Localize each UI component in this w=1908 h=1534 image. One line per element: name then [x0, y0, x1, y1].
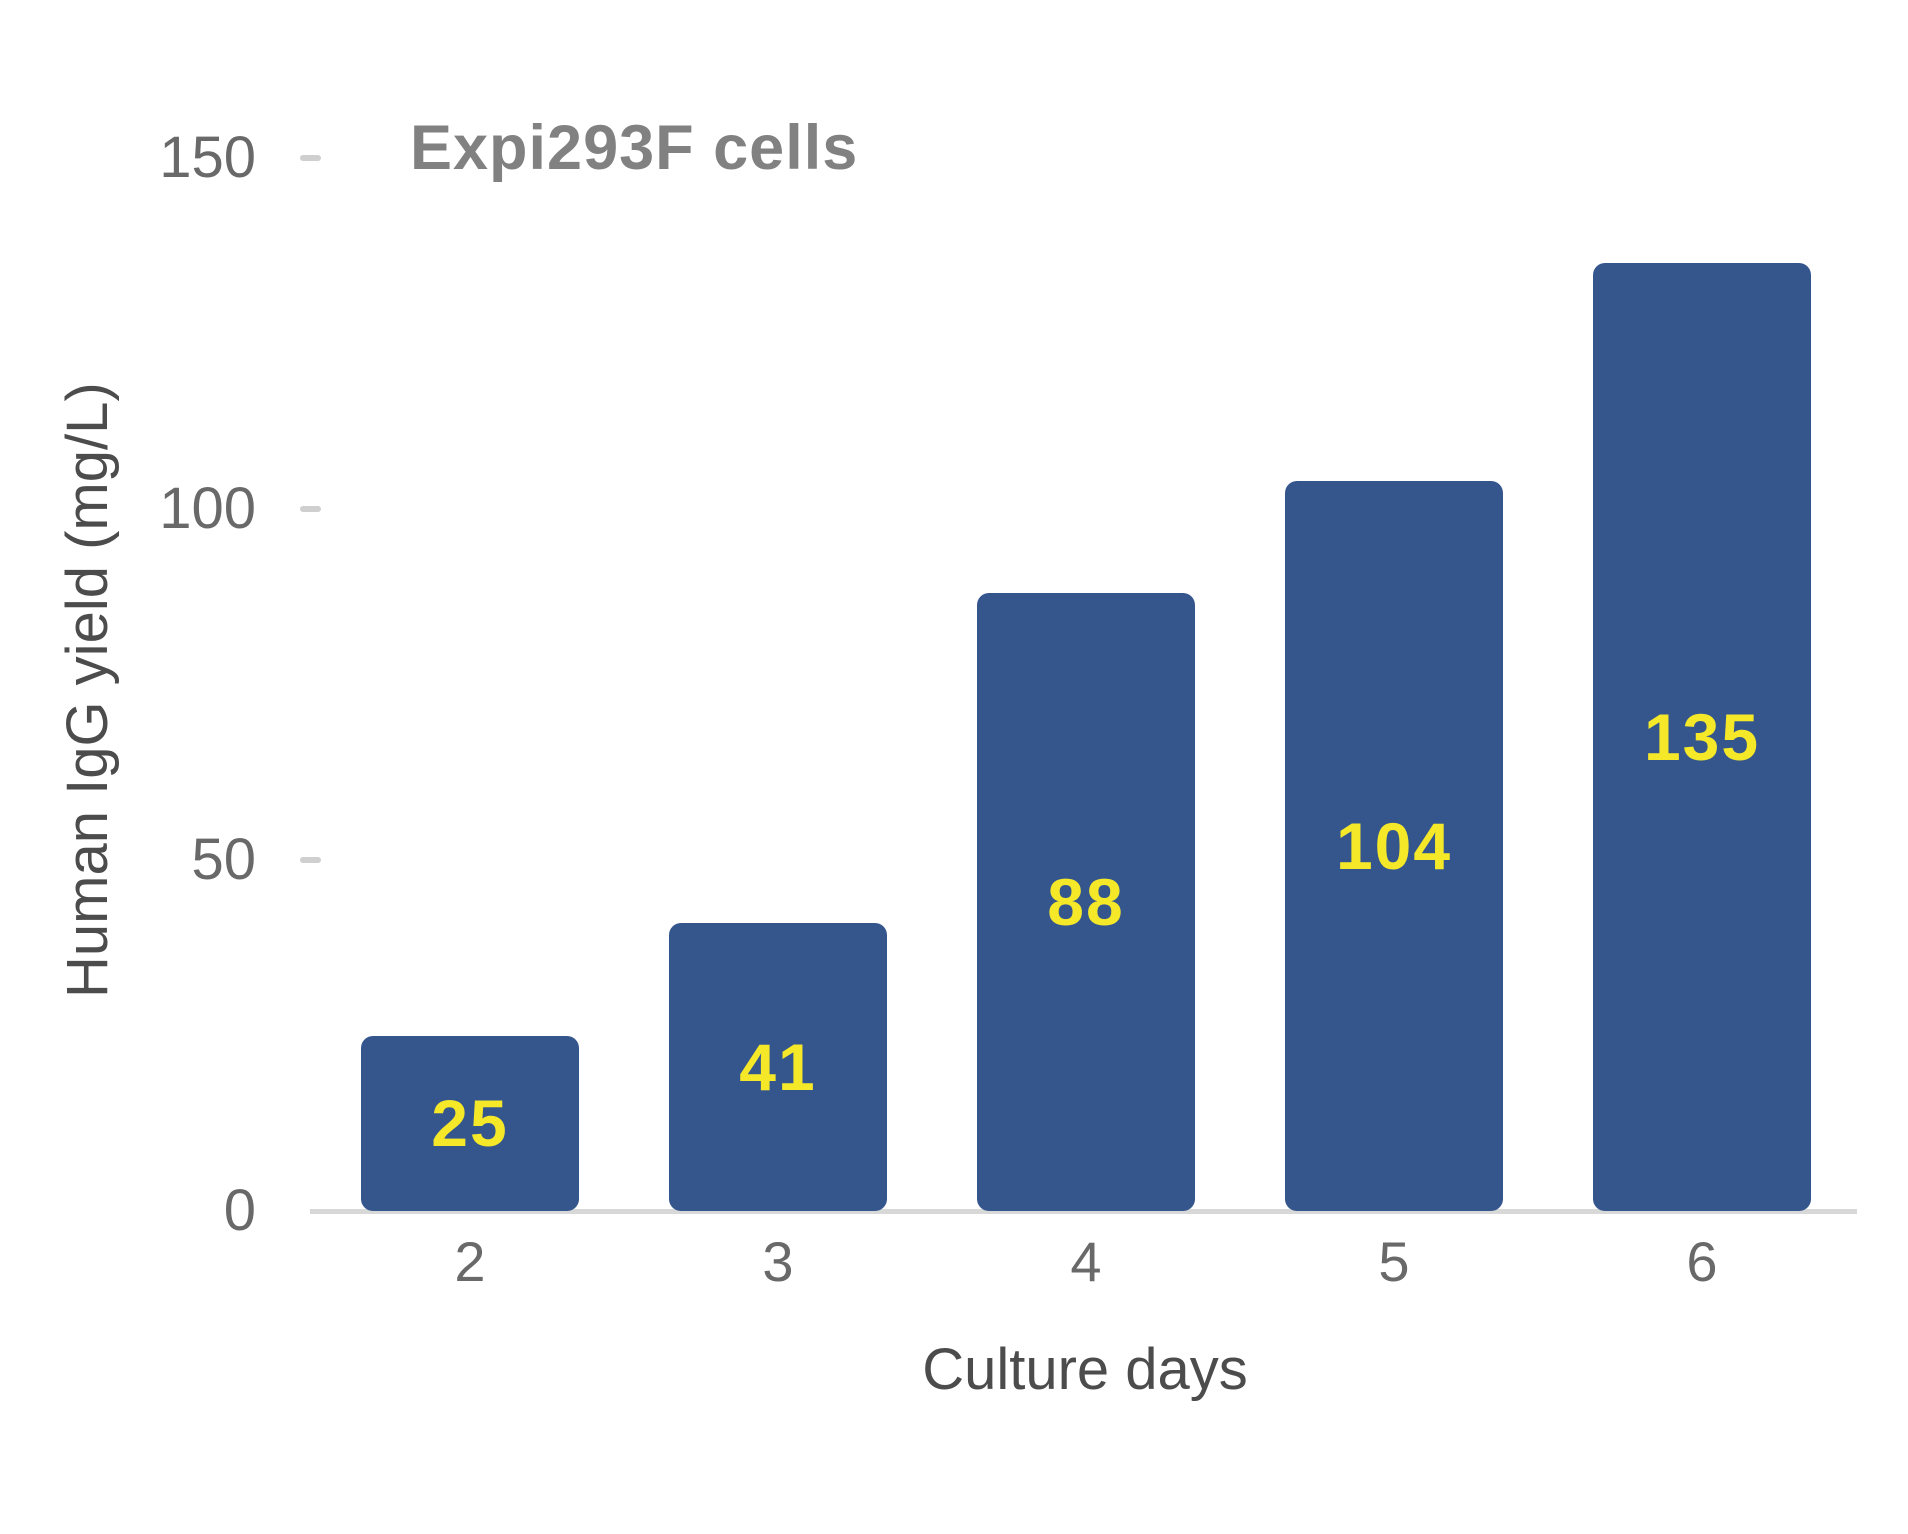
x-axis-label: Culture days: [922, 1337, 1248, 1402]
y-tick-label: 150: [159, 125, 256, 190]
x-axis-line: [310, 1209, 1857, 1214]
bar-value-label: 25: [431, 1086, 509, 1161]
bar-value-label: 104: [1335, 808, 1453, 883]
x-tick-label: 3: [762, 1230, 794, 1293]
bar: 88: [977, 593, 1195, 1211]
bar: 135: [1593, 263, 1811, 1211]
bar-value-label: 135: [1643, 700, 1761, 775]
x-tick-label: 6: [1686, 1230, 1718, 1293]
bar: 25: [361, 1035, 579, 1211]
x-tick-label: 4: [1070, 1230, 1102, 1293]
y-tick-mark: [300, 857, 321, 863]
y-tick-label: 0: [223, 1178, 256, 1243]
bar-value-label: 88: [1047, 865, 1125, 940]
bar: 41: [669, 923, 887, 1211]
bar-value-label: 41: [739, 1030, 817, 1105]
x-tick-label: 2: [454, 1230, 486, 1293]
y-tick-label: 100: [159, 476, 256, 541]
y-axis-label: Human IgG yield (mg/L): [55, 382, 120, 998]
y-tick-label: 50: [191, 827, 256, 892]
y-tick-mark: [300, 155, 321, 161]
x-tick-label: 5: [1378, 1230, 1410, 1293]
chart-title: Expi293F cells: [410, 113, 859, 183]
bar: 104: [1285, 480, 1503, 1211]
y-tick-mark: [300, 506, 321, 512]
